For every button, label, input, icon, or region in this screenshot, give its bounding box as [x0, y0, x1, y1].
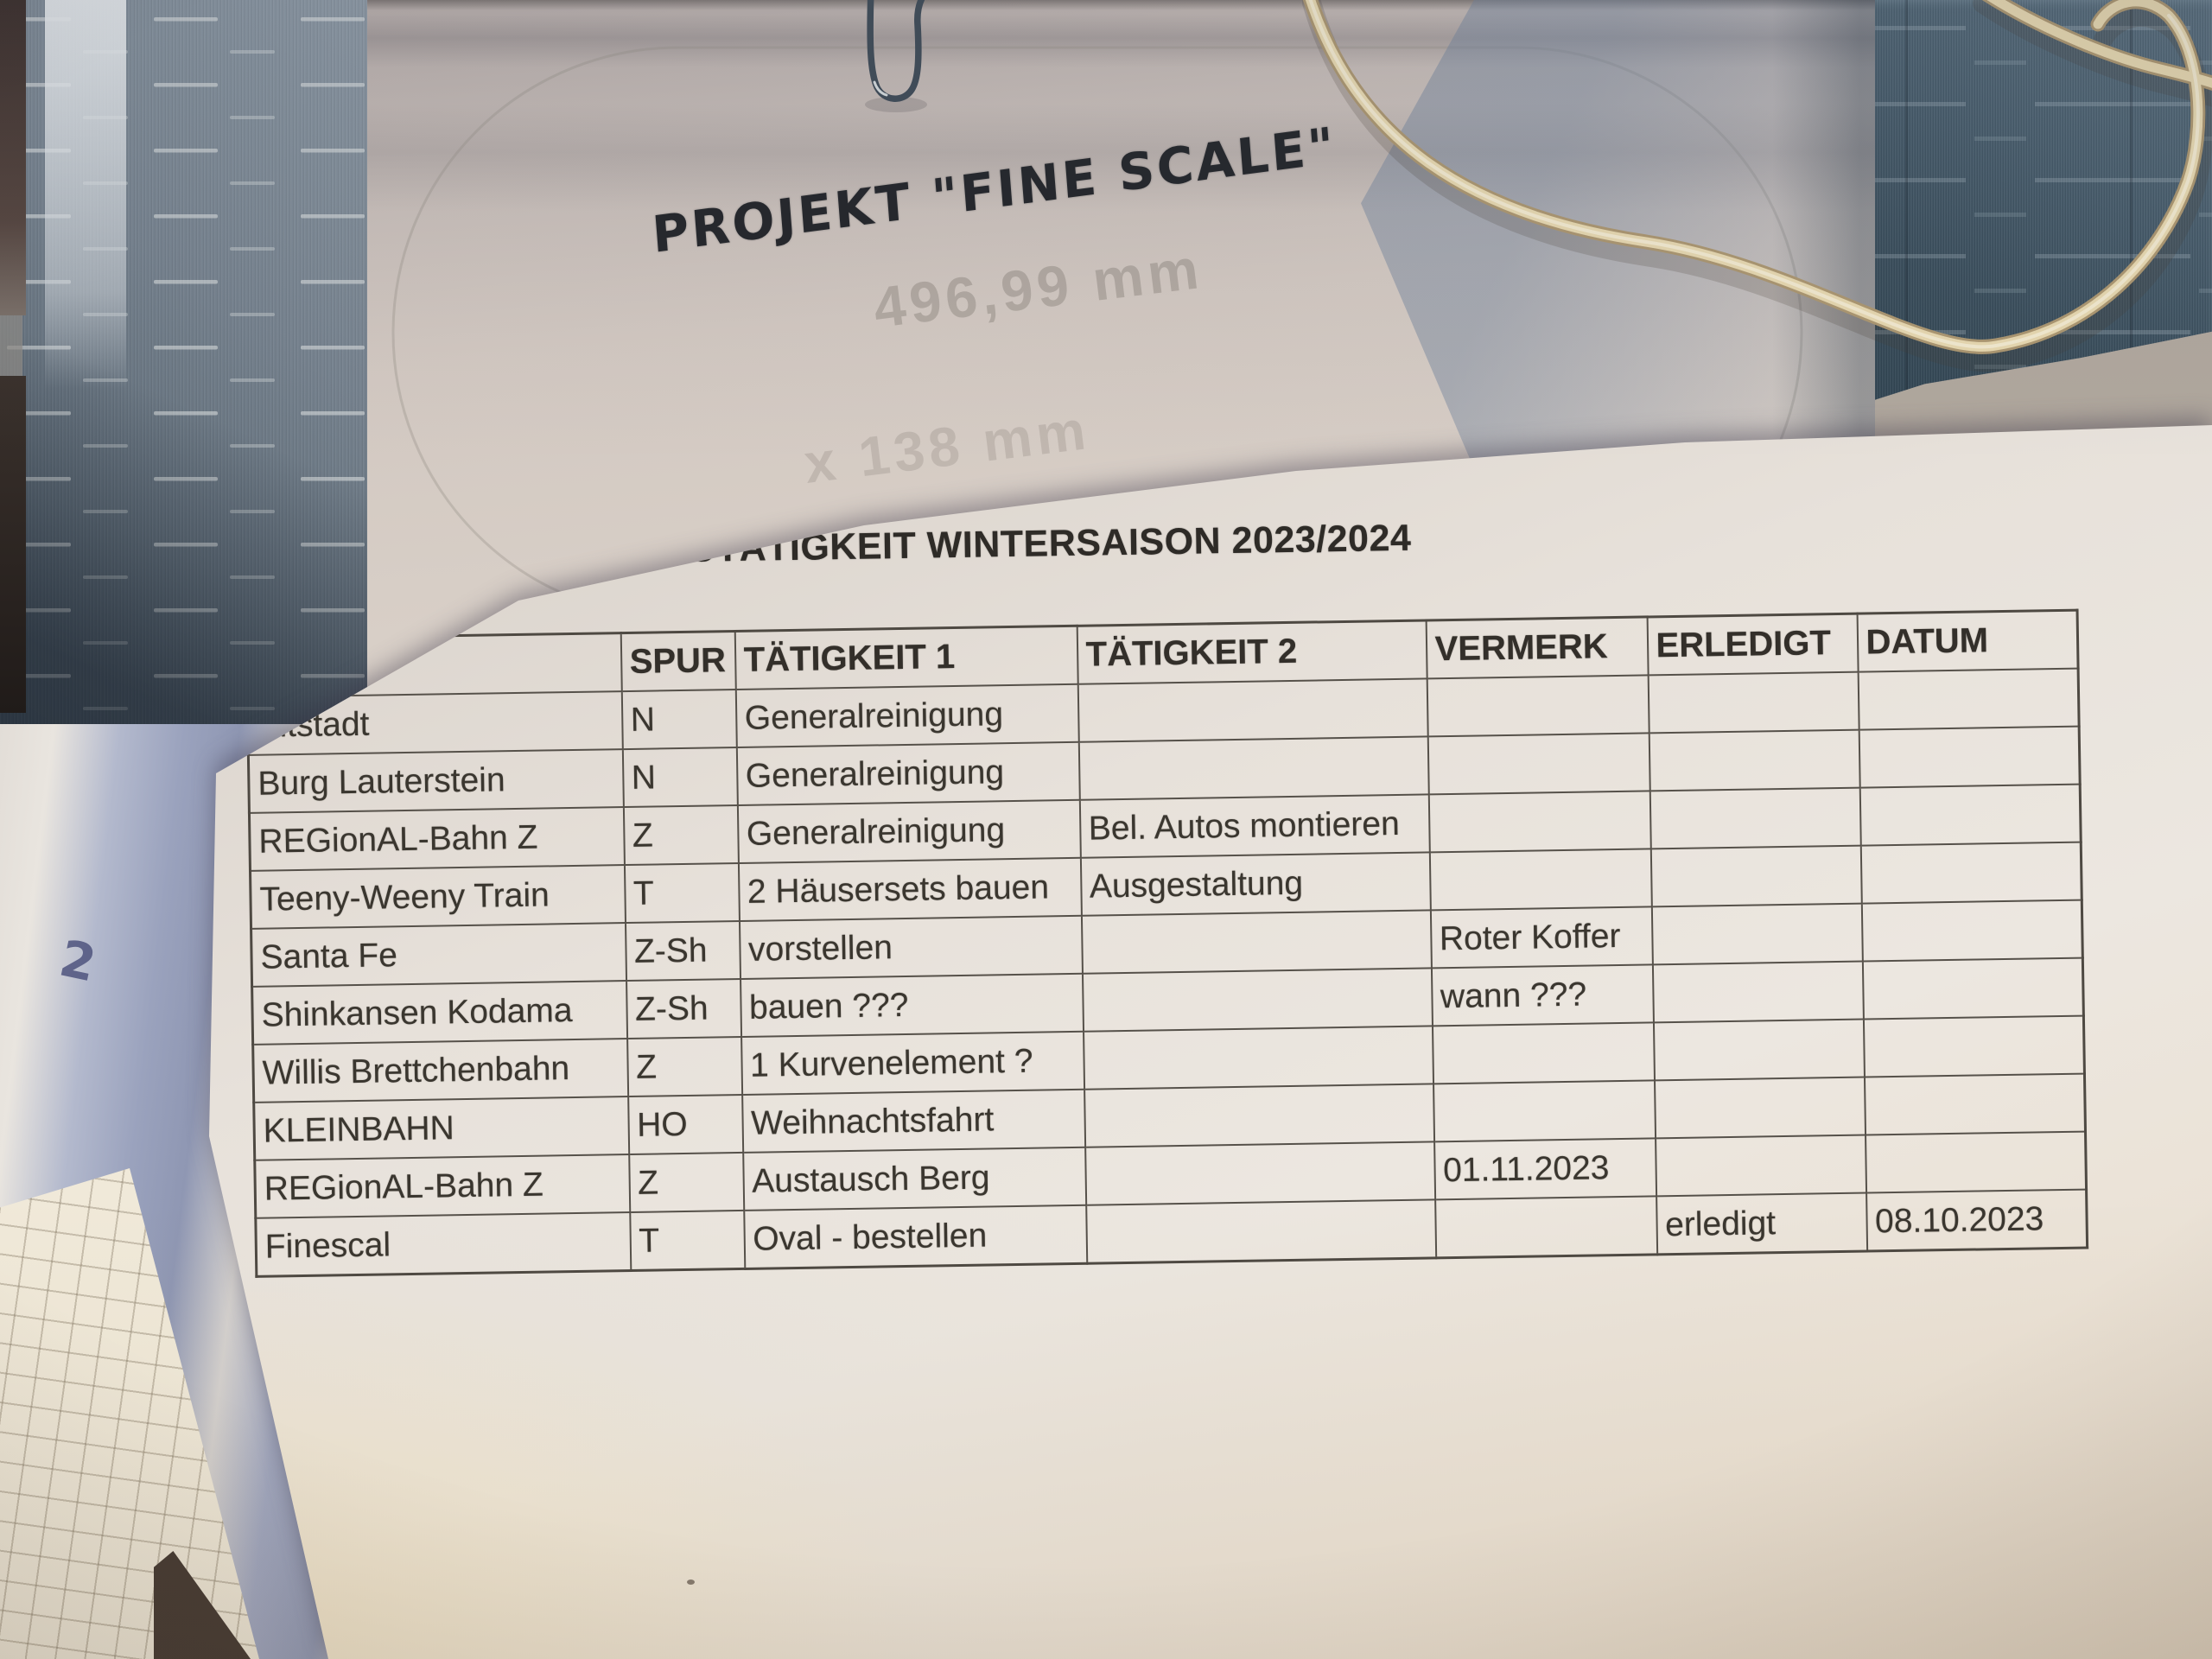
placemat-shadow [0, 0, 396, 782]
table-cell [1859, 726, 2081, 788]
table-cell [1859, 784, 2082, 846]
table-cell: 08.10.2023 [1866, 1189, 2088, 1252]
table-cell [1433, 1080, 1656, 1142]
table-cell [1655, 1135, 1866, 1197]
table-cell [1078, 736, 1429, 800]
table-cell [1861, 899, 2083, 962]
column-header: TÄTIGKEIT 1 [734, 626, 1078, 690]
table-cell: REGionAL-Bahn Z [249, 807, 625, 871]
table-cell [1649, 787, 1861, 849]
column-header: VERMERK [1426, 616, 1649, 679]
table-cell [1081, 910, 1432, 974]
table-cell [1865, 1131, 2087, 1193]
table-cell [1860, 842, 2082, 904]
table-cell: Generalreinigung [735, 683, 1079, 748]
table-cell [1429, 849, 1652, 911]
table-cell [1427, 675, 1649, 737]
sheet-shadow-band [367, 104, 1875, 212]
table-cell: Santa Fe [251, 923, 626, 987]
table-cell: REGionAL-Bahn Z [254, 1154, 630, 1218]
table-cell [1085, 1199, 1436, 1264]
table-cell [1082, 968, 1433, 1032]
table-cell: 1 Kurvenelement ? [741, 1031, 1084, 1095]
table-cell: N [622, 747, 738, 808]
dust-speck [687, 1580, 695, 1585]
table-cell [1654, 1077, 1866, 1139]
table-cell: Z-Sh [625, 920, 741, 982]
table-cell [1864, 1073, 2086, 1135]
table-cell [1427, 733, 1650, 795]
table-cell: wann ??? [1431, 964, 1654, 1027]
table-body: Altstadt N Generalreinigung Burg Lauterstei… [247, 668, 2088, 1277]
table-cell: Z [623, 805, 739, 866]
table-cell [1084, 1141, 1435, 1205]
table-cell: Z [626, 1036, 742, 1097]
table-cell: Roter Koffer [1430, 906, 1653, 969]
table-cell: HO [627, 1094, 743, 1155]
table-cell [1651, 903, 1863, 965]
table-wrap: MOBA SPUR TÄTIGKEIT 1 TÄTIGKEIT 2 VERMERK ERL… [245, 608, 2089, 1278]
table-edge-strip-bottom [0, 376, 26, 713]
table-edge-strip-top [0, 0, 26, 315]
table-cell: Weihnachtsfahrt [741, 1089, 1085, 1153]
table-cell [1653, 1019, 1865, 1081]
table-cell: vorstellen [739, 915, 1083, 979]
table-cell: Shinkansen Kodama [251, 981, 627, 1045]
table-cell: Oval - bestellen [743, 1205, 1087, 1269]
table-cell: Willis Brettchenbahn [252, 1039, 628, 1103]
table-cell [1084, 1084, 1434, 1147]
table-cell [1083, 1026, 1433, 1090]
table-cell [1432, 1022, 1655, 1084]
table-cell: bauen ??? [740, 973, 1084, 1037]
column-header: DATUM [1857, 610, 2079, 672]
table-edge-strip-mid [0, 315, 22, 376]
table-cell [1434, 1196, 1657, 1258]
table-cell: Bel. Autos montieren [1079, 794, 1430, 858]
table-cell: Teeny-Weeny Train [250, 865, 626, 929]
table-cell [1858, 668, 2080, 730]
table-cell [1863, 1015, 2085, 1077]
table-cell: KLEINBAHN [253, 1096, 629, 1160]
column-header: MOBA [246, 632, 622, 697]
table-cell: Finescal [255, 1212, 631, 1277]
table-cell [1862, 957, 2084, 1020]
sheet-shadow-band [367, 14, 1875, 67]
column-header: TÄTIGKEIT 2 [1077, 620, 1427, 684]
table-cell: 01.11.2023 [1433, 1138, 1656, 1200]
column-header: ERLEDIGT [1647, 613, 1859, 676]
table-cell: Generalreinigung [736, 741, 1080, 806]
table-cell [1428, 791, 1651, 853]
table-cell: erledigt [1656, 1192, 1867, 1255]
table-cell [1649, 729, 1860, 791]
paperclip [865, 0, 927, 112]
table-cell: Generalreinigung [737, 799, 1081, 863]
table-cell: T [624, 862, 740, 924]
table-cell [1650, 845, 1862, 907]
activity-table: MOBA SPUR TÄTIGKEIT 1 TÄTIGKEIT 2 VERMERK ERL… [245, 608, 2089, 1278]
table-cell: Z [628, 1152, 744, 1213]
placemat-left [0, 0, 396, 782]
table-cell [1648, 671, 1859, 734]
table-cell: Z-Sh [626, 978, 741, 1039]
table-cell: Austausch Berg [742, 1147, 1086, 1211]
table-cell [1077, 678, 1428, 742]
page-title: BAUTÄTIGKEIT WINTERSAISON 2023/2024 [633, 517, 1412, 571]
table-cell [1652, 961, 1864, 1023]
table-cell: 2 Häusersets bauen [738, 857, 1082, 921]
table-cell: Altstadt [247, 691, 623, 755]
table-cell: Burg Lauterstein [248, 749, 624, 813]
table-cell: Ausgestaltung [1080, 852, 1431, 916]
table-cell: N [621, 690, 737, 750]
column-header: SPUR [620, 631, 736, 692]
table-cell: T [629, 1210, 745, 1271]
